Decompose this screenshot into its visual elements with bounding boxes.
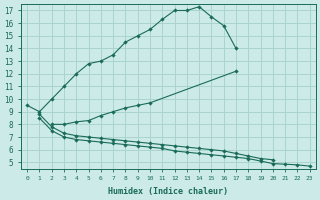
X-axis label: Humidex (Indice chaleur): Humidex (Indice chaleur) [108,187,228,196]
